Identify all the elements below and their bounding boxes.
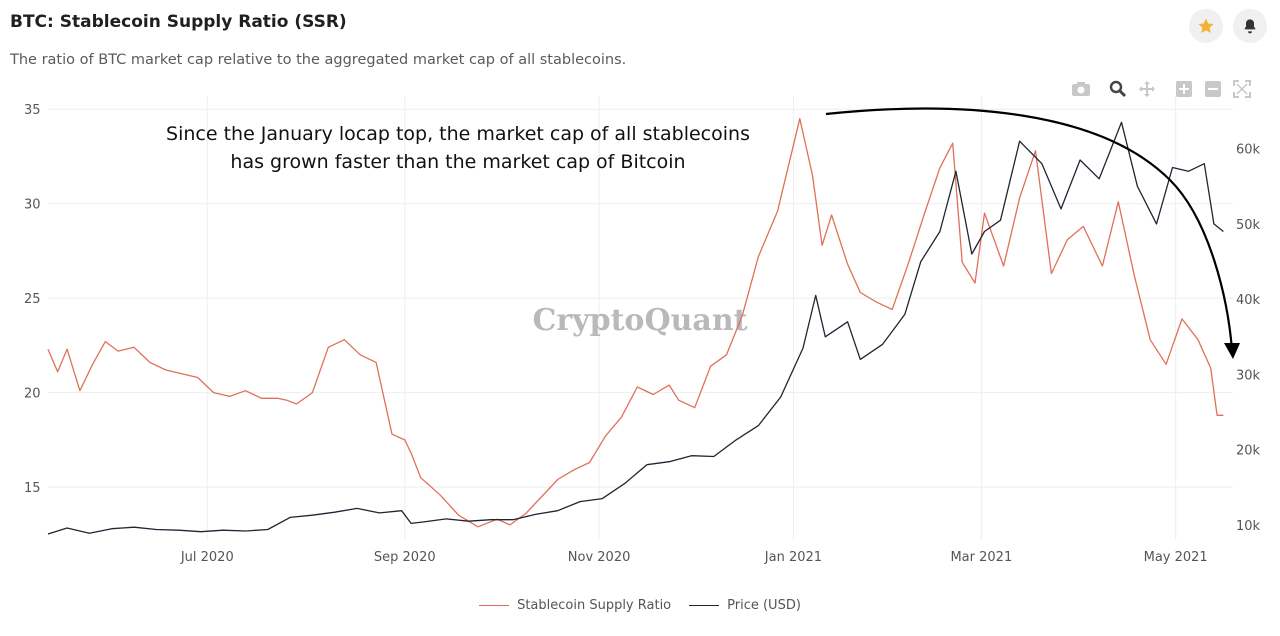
legend-swatch-ssr: [479, 605, 510, 606]
annotation-arrow: [825, 107, 1240, 359]
page-subtitle: The ratio of BTC market cap relative to …: [10, 52, 627, 68]
zoom-mode-button[interactable]: [1107, 78, 1129, 100]
y-left-tick-label: 30: [24, 198, 41, 213]
notification-button[interactable]: [1233, 9, 1267, 43]
chart-canvas: CryptoQuant 15 20 25 30 35 10k 20k 30k 40k 50k 60k…: [24, 96, 1261, 565]
pan-mode-button[interactable]: [1136, 78, 1158, 100]
bell-icon: [1244, 19, 1256, 34]
legend-label-ssr: Stablecoin Supply Ratio: [517, 598, 672, 613]
favorite-button[interactable]: [1189, 9, 1223, 43]
camera-icon: [1072, 82, 1090, 96]
x-tick-label: Nov 2020: [568, 550, 631, 565]
watermark: CryptoQuant: [532, 303, 747, 338]
star-icon: [1198, 18, 1214, 33]
zoom-out-button[interactable]: [1202, 78, 1224, 100]
legend-item-price[interactable]: Price (USD): [689, 598, 801, 613]
y-left-tick-label: 35: [24, 103, 41, 118]
y-right-tick-label: 20k: [1236, 444, 1261, 459]
y-left-tick-label: 20: [24, 387, 41, 402]
series-line-price: [47, 121, 1224, 535]
x-tick-label: Jan 2021: [764, 550, 822, 565]
zoom-in-icon: [1176, 81, 1192, 97]
chart-legend: Stablecoin Supply Ratio Price (USD): [0, 598, 1280, 613]
annotation-line-2: has grown faster than the market cap of …: [230, 151, 685, 173]
y-right-tick-label: 50k: [1236, 218, 1261, 233]
chart-toolbar: [1070, 78, 1260, 100]
series-line-ssr: [47, 118, 1224, 528]
legend-swatch-price: [689, 605, 720, 606]
grid-layer: [48, 96, 1233, 540]
zoom-out-icon: [1205, 81, 1221, 97]
x-tick-label: May 2021: [1144, 550, 1208, 565]
autoscale-icon: [1233, 80, 1251, 98]
y-right-tick-label: 30k: [1236, 368, 1261, 383]
y-left-tick-label: 15: [24, 481, 41, 496]
y-right-tick-label: 60k: [1236, 143, 1261, 158]
annotation-line-1: Since the January locap top, the market …: [166, 123, 750, 145]
autoscale-button[interactable]: [1231, 78, 1253, 100]
zoom-icon: [1109, 80, 1127, 98]
legend-label-price: Price (USD): [727, 598, 801, 613]
zoom-in-button[interactable]: [1173, 78, 1195, 100]
x-tick-label: Mar 2021: [950, 550, 1012, 565]
series-layer: [47, 118, 1224, 535]
tick-layer: 15 20 25 30 35 10k 20k 30k 40k 50k 60k Jul 2020 Sep …: [24, 103, 1261, 565]
download-png-button[interactable]: [1070, 78, 1092, 100]
y-right-tick-label: 10k: [1236, 519, 1261, 534]
x-tick-label: Sep 2020: [374, 550, 436, 565]
legend-item-ssr[interactable]: Stablecoin Supply Ratio: [479, 598, 671, 613]
y-left-tick-label: 25: [24, 292, 41, 307]
pan-icon: [1139, 81, 1155, 97]
x-tick-label: Jul 2020: [180, 550, 234, 565]
y-right-tick-label: 40k: [1236, 293, 1261, 308]
page-title: BTC: Stablecoin Supply Ratio (SSR): [10, 12, 347, 32]
